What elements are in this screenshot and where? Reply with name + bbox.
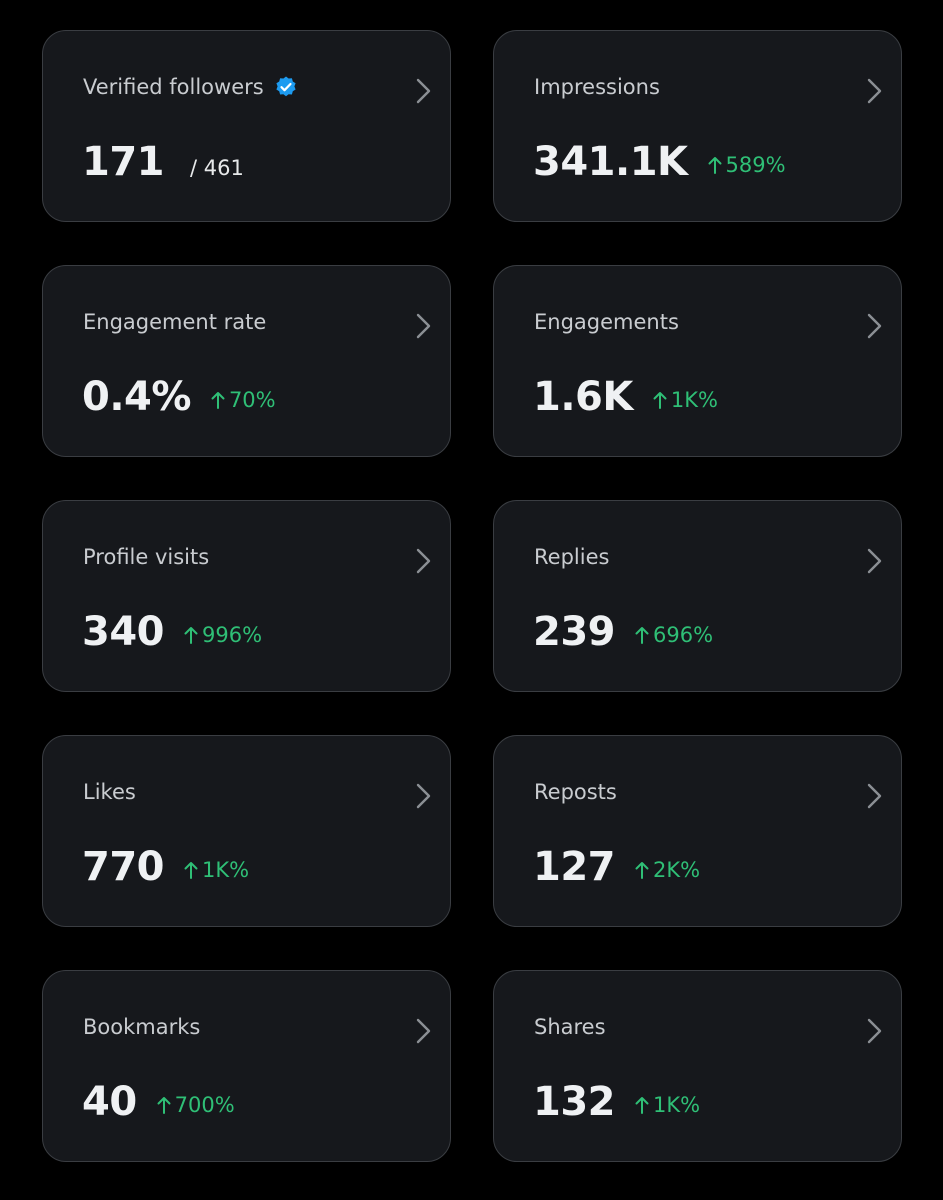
metric-card[interactable]: Shares 132 1K% <box>493 970 902 1162</box>
chevron-right <box>416 78 431 104</box>
metric-change-row: 1K% <box>653 388 718 412</box>
metric-card[interactable]: Impressions 341.1K 589% <box>493 30 902 222</box>
metric-change: 700% <box>174 1093 235 1117</box>
metric-change: 1K% <box>653 1093 701 1117</box>
metric-change-row: 996% <box>184 623 262 647</box>
metric-change: 2K% <box>653 858 701 882</box>
metric-value: 341.1K <box>533 139 688 185</box>
metric-label: Verified followers <box>83 75 264 99</box>
chevron-right <box>416 783 431 809</box>
metric-label-row: Profile visits <box>83 545 209 569</box>
metric-value: 340 <box>82 609 165 655</box>
metric-card[interactable]: Engagements 1.6K 1K% <box>493 265 902 457</box>
metric-card[interactable]: Profile visits 340 996% <box>42 500 451 692</box>
up-arrow <box>184 862 198 879</box>
metric-label-row: Impressions <box>534 75 660 99</box>
metric-value: 770 <box>82 844 165 890</box>
metric-value: 171 <box>82 139 165 185</box>
metric-value: 1.6K <box>533 374 633 420</box>
metric-label-row: Likes <box>83 780 136 804</box>
metric-value: 0.4% <box>82 374 191 420</box>
metric-label: Profile visits <box>83 545 210 569</box>
metric-value-row: 341.1K 589% <box>533 139 786 185</box>
metric-card[interactable]: Bookmarks 40 700% <box>42 970 451 1162</box>
metric-label: Shares <box>534 1015 606 1039</box>
metric-label-row: Reposts <box>534 780 617 804</box>
metric-change: 996% <box>202 623 263 647</box>
metric-label: Likes <box>83 780 136 804</box>
verified-badge <box>276 76 296 97</box>
metric-label: Replies <box>534 545 610 569</box>
metric-value-row: 171 / 461 <box>82 139 244 185</box>
up-arrow <box>708 157 722 174</box>
metric-label-row: Bookmarks <box>83 1015 200 1039</box>
metric-value-row: 340 996% <box>82 609 262 655</box>
metric-change-row: 2K% <box>635 858 700 882</box>
metric-label: Impressions <box>534 75 660 99</box>
up-arrow <box>211 392 225 409</box>
metric-label-row: Engagement rate <box>83 310 266 334</box>
metric-card[interactable]: Reposts 127 2K% <box>493 735 902 927</box>
chevron-right <box>867 783 882 809</box>
up-arrow <box>635 862 649 879</box>
up-arrow <box>635 627 649 644</box>
metric-value-row: 0.4% 70% <box>82 374 276 420</box>
metric-value-row: 132 1K% <box>533 1079 700 1125</box>
metric-change-row: 1K% <box>184 858 249 882</box>
metric-value-row: 770 1K% <box>82 844 249 890</box>
metric-change-row: 70% <box>211 388 276 412</box>
metric-value: 239 <box>533 609 616 655</box>
metric-label-row: Verified followers <box>83 75 298 99</box>
metric-value-row: 1.6K 1K% <box>533 374 718 420</box>
metric-total: / 461 <box>190 156 244 180</box>
metric-card[interactable]: Engagement rate 0.4% 70% <box>42 265 451 457</box>
metric-change-row: 696% <box>635 623 713 647</box>
metric-label: Reposts <box>534 780 617 804</box>
chevron-right <box>867 313 882 339</box>
metric-value-row: 40 700% <box>82 1079 235 1125</box>
metric-card[interactable]: Replies 239 696% <box>493 500 902 692</box>
metric-change: 70% <box>228 388 276 412</box>
metric-change-row: 1K% <box>635 1093 700 1117</box>
metric-change: 1K% <box>670 388 718 412</box>
metric-value-row: 127 2K% <box>533 844 700 890</box>
chevron-right <box>416 548 431 574</box>
metric-change-row: 589% <box>708 153 786 177</box>
chevron-right <box>867 1018 882 1044</box>
metric-label-row: Shares <box>534 1015 606 1039</box>
metric-label: Engagement rate <box>83 310 267 334</box>
chevron-right <box>416 313 431 339</box>
metrics-grid: Verified followers 171 / 461 Impressions 341… <box>42 30 902 1162</box>
metric-value: 127 <box>533 844 616 890</box>
metric-value: 132 <box>533 1079 616 1125</box>
metric-label-row: Replies <box>534 545 609 569</box>
metric-card[interactable]: Verified followers 171 / 461 <box>42 30 451 222</box>
chevron-right <box>416 1018 431 1044</box>
chevron-right <box>867 78 882 104</box>
metric-value: 40 <box>82 1079 137 1125</box>
metric-change: 1K% <box>202 858 250 882</box>
up-arrow <box>184 627 198 644</box>
up-arrow <box>653 392 667 409</box>
up-arrow <box>157 1097 171 1114</box>
metric-value-row: 239 696% <box>533 609 713 655</box>
chevron-right <box>867 548 882 574</box>
metric-change: 589% <box>725 153 786 177</box>
metric-label: Engagements <box>534 310 679 334</box>
metric-change-row: 700% <box>157 1093 235 1117</box>
up-arrow <box>635 1097 649 1114</box>
metric-card[interactable]: Likes 770 1K% <box>42 735 451 927</box>
metric-label: Bookmarks <box>83 1015 201 1039</box>
metric-label-row: Engagements <box>534 310 679 334</box>
metric-change: 696% <box>653 623 714 647</box>
